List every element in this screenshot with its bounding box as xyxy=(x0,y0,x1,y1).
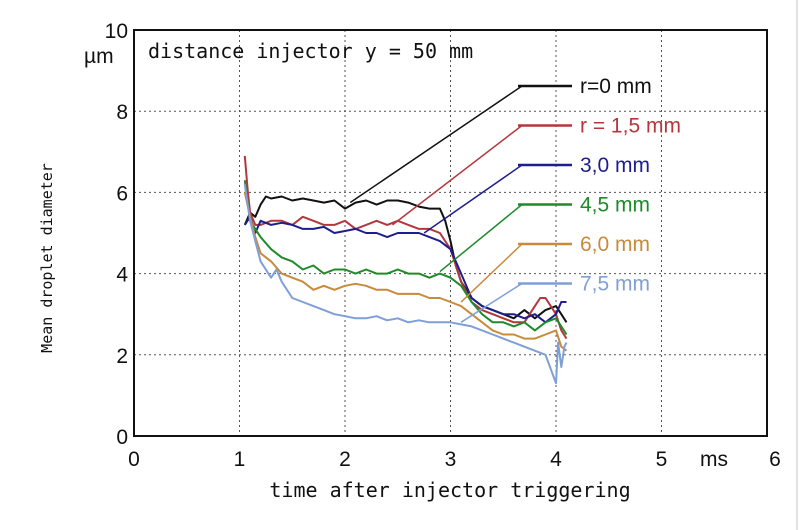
series-line-5 xyxy=(243,192,568,352)
y-tick-label: 10 xyxy=(105,20,128,43)
x-tick-label: 4 xyxy=(550,448,562,471)
legend-leader-5 xyxy=(460,243,523,303)
series-line-4 xyxy=(243,180,568,336)
legend: r=0 mm r = 1,5 mm 3,0 mm 4,5 mm 6,0 mm 7,5 mm xyxy=(349,75,681,323)
x-tick-label: 2 xyxy=(339,448,351,471)
data-series xyxy=(243,155,568,385)
legend-label-6: 7,5 mm xyxy=(580,273,650,296)
legend-label-5: 6,0 mm xyxy=(580,233,650,256)
legend-leader-3 xyxy=(423,164,523,234)
x-tick-labels: 0 1 2 3 4 5 6 xyxy=(128,448,781,471)
x-tick-label: 0 xyxy=(128,448,140,471)
y-tick-label: 0 xyxy=(116,426,128,449)
series-line-2 xyxy=(243,155,568,340)
y-tick-label: 4 xyxy=(116,264,128,287)
x-tick-label: 3 xyxy=(445,448,457,471)
y-tick-labels: 0 2 4 6 8 10 xyxy=(105,20,129,449)
y-tick-label: 8 xyxy=(116,101,128,124)
legend-leader-2 xyxy=(392,124,523,226)
x-tick-label: 5 xyxy=(656,448,668,471)
y-tick-label: 6 xyxy=(116,182,128,205)
series-line-3 xyxy=(243,215,567,324)
legend-leader-4 xyxy=(439,203,523,273)
chart-title: distance injector y = 50 mm xyxy=(148,39,473,63)
plot-frame xyxy=(133,29,768,437)
grid xyxy=(134,30,767,436)
legend-label-3: 3,0 mm xyxy=(580,154,650,177)
legend-label-2: r = 1,5 mm xyxy=(580,115,681,138)
legend-leader-6 xyxy=(460,282,523,323)
legend-label-1: r=0 mm xyxy=(580,75,652,98)
legend-label-4: 4,5 mm xyxy=(580,194,650,217)
x-tick-label: 6 xyxy=(769,448,781,471)
series-line-6 xyxy=(243,184,568,385)
y-axis-unit: µm xyxy=(84,45,114,68)
y-tick-label: 2 xyxy=(116,345,128,368)
legend-leader-1 xyxy=(349,85,523,204)
y-axis-label: Mean droplet diameter xyxy=(38,163,56,353)
series-line-1 xyxy=(243,195,568,323)
x-axis-label: time after injector triggering xyxy=(269,478,630,502)
x-tick-label: 1 xyxy=(234,448,246,471)
x-axis-unit: ms xyxy=(700,448,728,471)
